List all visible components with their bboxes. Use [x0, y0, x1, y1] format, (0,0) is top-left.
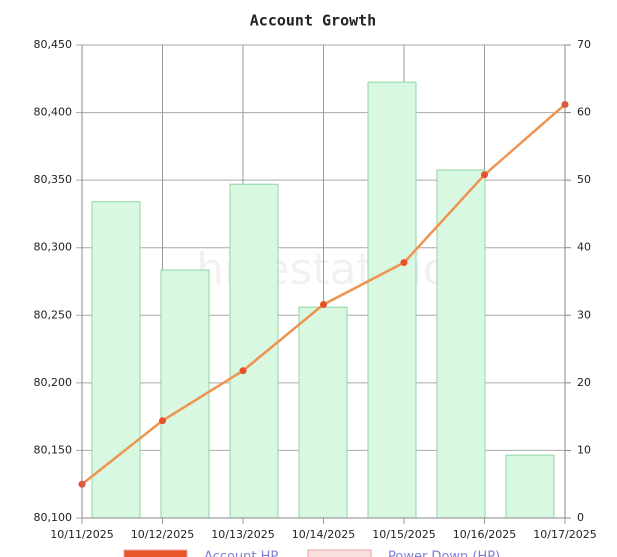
chart-title: Account Growth: [250, 12, 376, 30]
x-tick-label: 10/15/2025: [372, 528, 435, 541]
y-tick-label: 80,300: [34, 241, 73, 254]
y-tick-label: 80,250: [34, 308, 73, 321]
y-tick-label: 80,350: [34, 173, 73, 186]
point: [159, 417, 166, 425]
y2-tick-label: 10: [577, 443, 591, 456]
y2-tick-label: 60: [577, 106, 591, 119]
bar: [367, 81, 417, 519]
y2-tick-label: 0: [577, 511, 584, 524]
y-tick-label: 80,150: [34, 443, 73, 456]
legend-swatch: [123, 549, 188, 557]
y-tick-label: 80,200: [34, 376, 73, 389]
bar: [160, 269, 210, 519]
y2-tick-label: 70: [577, 38, 591, 51]
x-tick-label: 10/14/2025: [292, 528, 355, 541]
legend-label: Account HP: [204, 550, 278, 557]
point: [320, 300, 327, 308]
y-tick-label: 80,450: [34, 38, 73, 51]
y2-tick-label: 40: [577, 241, 591, 254]
point: [481, 171, 488, 179]
bar: [229, 183, 279, 519]
x-tick-label: 10/17/2025: [533, 528, 596, 541]
point: [239, 367, 247, 375]
point: [400, 259, 408, 267]
y-tick-label: 80,400: [34, 106, 73, 119]
bar: [505, 454, 555, 519]
y2-tick-label: 50: [577, 173, 591, 186]
y2-tick-label: 30: [577, 308, 591, 321]
legend-swatch: [307, 549, 372, 557]
legend-label: Power Down (HP): [388, 550, 500, 557]
bar: [298, 306, 348, 519]
x-tick-label: 10/13/2025: [211, 528, 274, 541]
x-tick-label: 10/16/2025: [453, 528, 516, 541]
x-tick-label: 10/12/2025: [131, 528, 194, 541]
y2-tick-label: 20: [577, 376, 591, 389]
y-tick-label: 80,100: [34, 511, 73, 524]
bar: [436, 169, 486, 519]
x-tick-label: 10/11/2025: [50, 528, 113, 541]
